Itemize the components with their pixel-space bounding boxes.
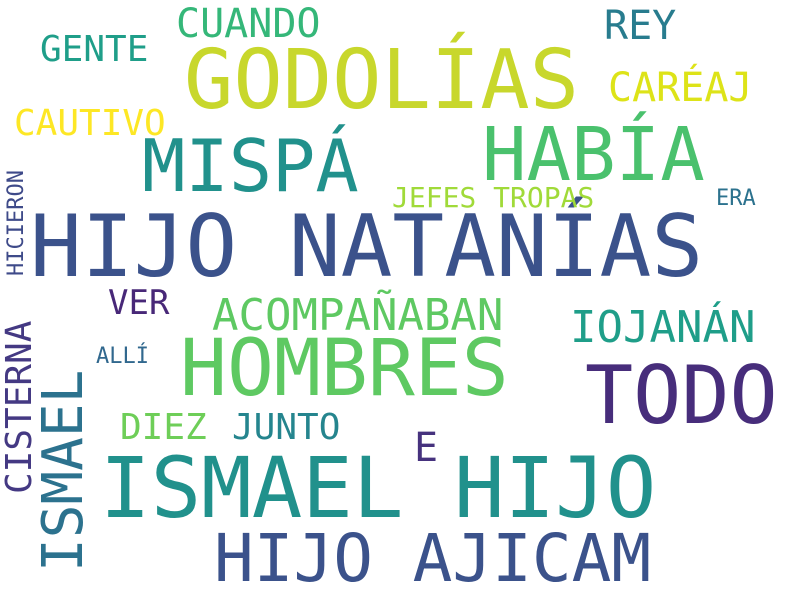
word-todo: TODO	[585, 349, 778, 442]
word-cisterna: CISTERNA	[0, 320, 40, 494]
word-gente: GENTE	[40, 29, 149, 70]
word-era: ERA	[716, 186, 756, 211]
word-alli: ALLÍ	[96, 344, 149, 369]
word-junto: JUNTO	[232, 407, 341, 448]
word-hijo-ajicam: HIJO AJICAM	[214, 520, 652, 597]
word-iojanan: IOJANÁN	[570, 302, 756, 353]
word-cuando: CUANDO	[176, 1, 321, 47]
word-careaj: CARÉAJ	[608, 65, 753, 111]
word-acompanaban: ACOMPAÑABAN	[212, 290, 504, 341]
word-cautivo: CAUTIVO	[14, 103, 166, 144]
word-habia: HABÍA	[482, 112, 705, 198]
word-rey: REY	[604, 3, 677, 49]
word-godolias: GODOLÍAS	[184, 33, 579, 128]
word-hijo-natanias: HIJO NATANÍAS	[30, 197, 704, 297]
word-jefes-tropas: JEFES TROPAS	[392, 181, 595, 214]
word-mispa: MISPÁ	[142, 124, 359, 208]
word-ismael: ISMAEL	[31, 369, 96, 572]
word-hombres: HOMBRES	[180, 324, 509, 414]
word-ver: VER	[108, 283, 170, 323]
word-diez: DIEZ	[120, 407, 207, 448]
word-ismael-hijo: ISMAEL HIJO	[100, 439, 657, 537]
word-hicieron: HICIERON	[4, 170, 29, 276]
word-e: E	[414, 425, 439, 471]
